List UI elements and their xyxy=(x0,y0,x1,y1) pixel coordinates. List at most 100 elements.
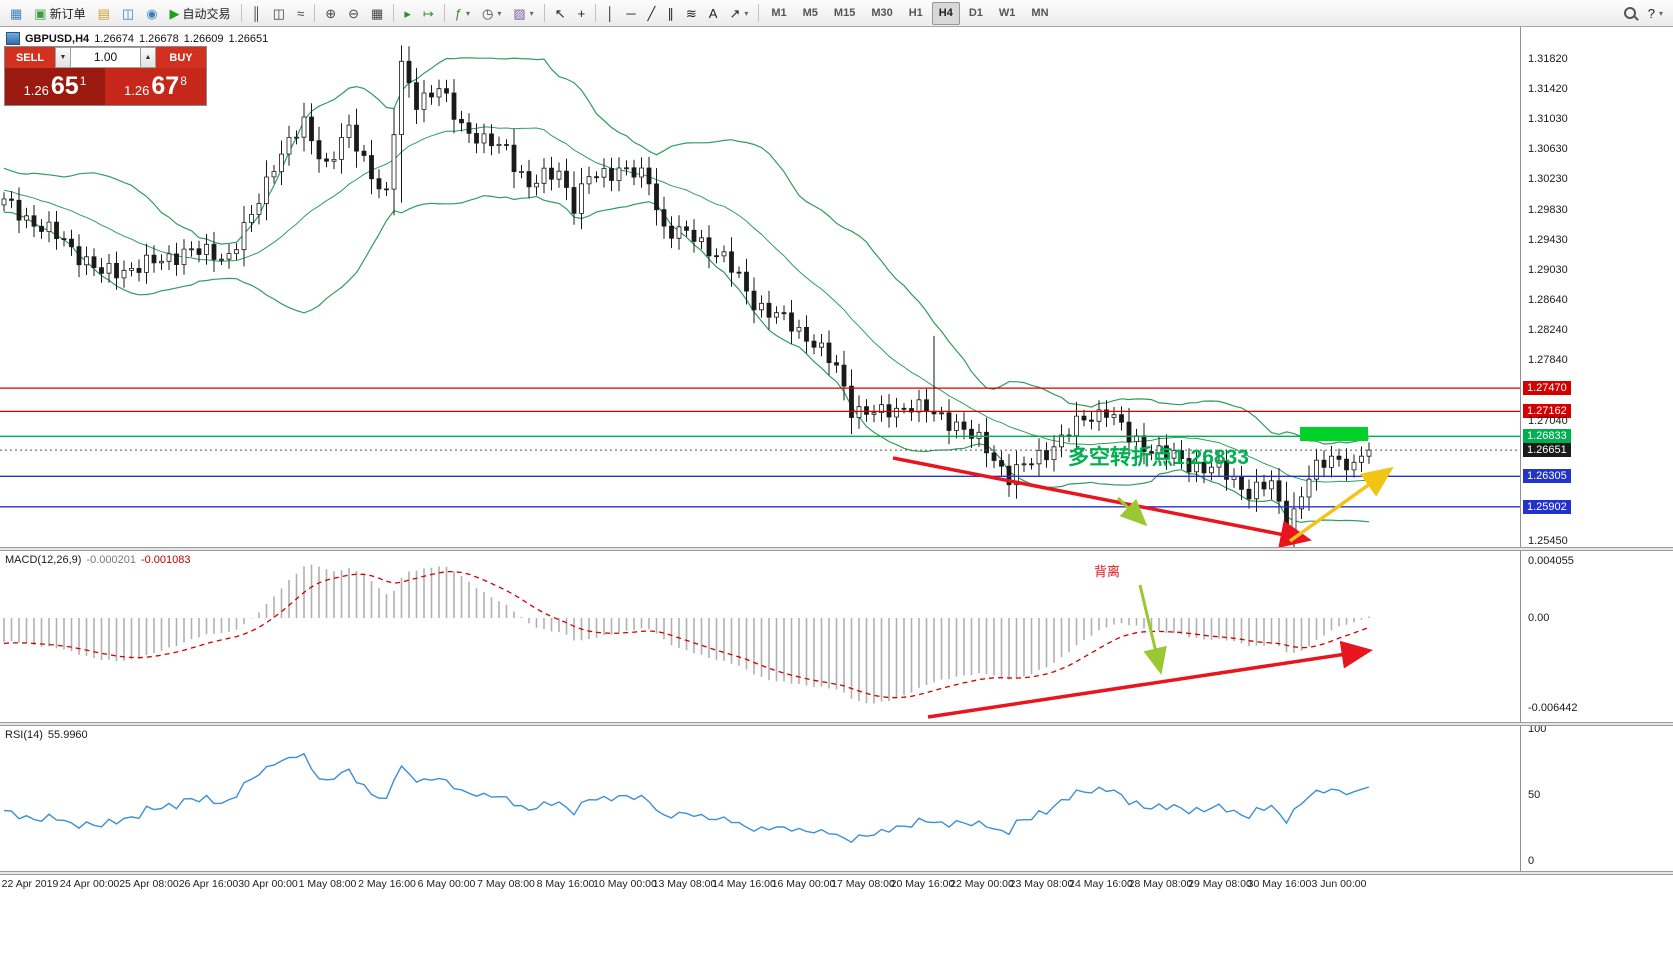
macd-axis-label: 0.00 xyxy=(1528,612,1550,624)
timeframe-w1[interactable]: W1 xyxy=(998,7,1016,19)
horizontal-line-icon[interactable]: ─ xyxy=(621,2,640,25)
new-order-button-label: 新订单 xyxy=(49,6,86,21)
trendline-icon: ╱ xyxy=(647,5,656,21)
rsi-label: RSI(14) xyxy=(5,729,43,741)
help-button[interactable]: ? ▾ xyxy=(1643,2,1668,25)
data-window-icon: ◉ xyxy=(146,5,158,21)
market-watch-icon[interactable]: ◫ xyxy=(117,2,139,25)
bollinger-middle xyxy=(3,126,1370,483)
price-axis-label: 1.27840 xyxy=(1528,354,1568,366)
pivot-annotation[interactable]: 多空转折点1.26833 xyxy=(1068,445,1249,469)
auto-trading-button: ▶ xyxy=(169,5,180,21)
timeframe-m30[interactable]: M30 xyxy=(871,7,893,19)
volume-increase-button[interactable]: ▲ xyxy=(140,47,156,68)
main-chart-panel[interactable]: 多空转折点1.26833 xyxy=(0,27,1520,547)
tile-windows-icon[interactable]: ▦ xyxy=(366,2,388,25)
timeframe-m5[interactable]: M5 xyxy=(802,7,818,19)
volume-input[interactable]: 1.00 xyxy=(71,47,140,68)
timeframe-m15[interactable]: M15 xyxy=(833,7,856,19)
volume-decrease-button[interactable]: ▼ xyxy=(55,47,71,68)
zoom-out-icon[interactable]: ⊖ xyxy=(343,2,364,25)
indicators-button[interactable]: ƒ ▾ xyxy=(450,2,475,25)
current-price-tag: 1.26651 xyxy=(1523,443,1571,457)
new-order-button[interactable]: ▣ 新订单 xyxy=(29,2,90,25)
divergence-arrow[interactable] xyxy=(1138,584,1167,675)
reversal-arrow[interactable] xyxy=(1288,466,1394,543)
macd-uptrend-line[interactable] xyxy=(927,640,1373,719)
timeframe-d1[interactable]: D1 xyxy=(968,7,983,19)
search-icon[interactable] xyxy=(1619,2,1641,25)
sell-price-small: 1.26 xyxy=(23,83,49,98)
timeframe-mn[interactable]: MN xyxy=(1031,7,1049,19)
downtrend-line[interactable] xyxy=(892,456,1312,547)
arrows-icon[interactable]: ↗ ▾ xyxy=(724,2,753,25)
buy-price-button[interactable]: 1.26 67 8 xyxy=(105,68,206,105)
main-chart-canvas[interactable]: 多空转折点1.26833 xyxy=(0,27,1520,547)
chart-shift-icon[interactable]: ↦ xyxy=(418,2,439,25)
toolbar-separator xyxy=(758,4,760,22)
sell-button[interactable]: SELL xyxy=(5,47,55,68)
highlight-rectangle[interactable] xyxy=(1300,427,1368,441)
fibonacci-icon[interactable]: ≋ xyxy=(681,2,702,25)
macd-axis-label: 0.004055 xyxy=(1528,555,1574,567)
time-scale[interactable]: 22 Apr 2019 24 Apr 00:00 25 Apr 08:00 26 Ap… xyxy=(0,875,1673,895)
zoom-out-icon: ⊖ xyxy=(348,5,360,21)
buy-price-sup: 8 xyxy=(180,73,187,88)
price-pointer-arrow[interactable] xyxy=(1116,496,1148,527)
vertical-line-icon[interactable]: │ xyxy=(601,2,619,25)
trendline-icon[interactable]: ╱ xyxy=(643,2,661,25)
time-axis-label: 2 May 16:00 xyxy=(358,878,416,890)
macd-header: MACD(12,26,9) -0.000201 -0.001083 xyxy=(5,554,191,566)
periods-button[interactable]: ◷ ▾ xyxy=(477,2,506,25)
buy-price-big: 67 xyxy=(151,72,180,100)
auto-scroll-icon[interactable]: ▸ xyxy=(399,2,416,25)
equidistant-channel-icon[interactable]: ∥ xyxy=(662,2,679,25)
candlestick-mode-icon[interactable]: ◫ xyxy=(268,2,290,25)
profiles-icon[interactable]: ▤ xyxy=(93,2,115,25)
price-scale[interactable]: 1.31820 1.31420 1.31030 1.30630 1.30230 1.298… xyxy=(1521,27,1673,875)
panel-divider[interactable] xyxy=(0,871,1673,875)
timeframe-h1[interactable]: H1 xyxy=(908,7,923,19)
rsi-panel[interactable] xyxy=(0,726,1520,871)
candlestick-mode-icon: ◫ xyxy=(272,5,286,21)
buy-button[interactable]: BUY xyxy=(156,47,206,68)
auto-trading-button[interactable]: ▶ 自动交易 xyxy=(165,2,236,25)
rsi-panel-canvas[interactable] xyxy=(0,726,1520,871)
new-order-button: ▣ xyxy=(34,5,47,21)
chevron-down-icon: ▾ xyxy=(529,8,534,18)
time-axis-label: 17 May 08:00 xyxy=(831,878,895,890)
price-axis-label: 1.31030 xyxy=(1528,113,1568,125)
timeframe-m1[interactable]: M1 xyxy=(771,7,787,19)
rsi-header: RSI(14) 55.9960 xyxy=(5,729,88,741)
divergence-annotation[interactable]: 背离 xyxy=(1094,564,1120,579)
toolbar-separator xyxy=(314,4,316,22)
data-window-icon[interactable]: ◉ xyxy=(141,2,162,25)
sell-price-button[interactable]: 1.26 65 1 xyxy=(5,68,105,105)
macd-signal-line xyxy=(3,570,1370,699)
zoom-in-icon[interactable]: ⊕ xyxy=(320,2,341,25)
indicators-button: ƒ xyxy=(454,5,462,21)
text-label-icon[interactable]: A xyxy=(704,2,723,25)
macd-panel[interactable]: 背离 xyxy=(0,551,1520,722)
auto-scroll-icon: ▸ xyxy=(404,5,411,21)
price-level-tag: 1.25902 xyxy=(1523,500,1571,514)
templates-button[interactable]: ▨ ▾ xyxy=(508,2,538,25)
time-axis-label: 22 Apr 2019 xyxy=(1,878,59,890)
time-axis-label: 24 May 16:00 xyxy=(1069,878,1133,890)
cursor-icon[interactable]: ↖ xyxy=(550,2,571,25)
time-axis-label: 7 May 08:00 xyxy=(477,878,535,890)
templates-button: ▨ xyxy=(513,5,526,21)
panel-divider[interactable] xyxy=(0,722,1673,726)
bar-chart-mode-icon[interactable]: ║ xyxy=(247,2,266,25)
bollinger-upper xyxy=(3,57,1370,445)
panel-divider[interactable] xyxy=(0,547,1673,551)
crosshair-icon[interactable]: + xyxy=(573,2,591,25)
macd-main-value: -0.000201 xyxy=(86,554,136,566)
low-value: 1.26609 xyxy=(183,32,224,45)
timeframe-h4[interactable]: H4 xyxy=(931,1,960,25)
price-axis-label: 1.29830 xyxy=(1528,204,1568,216)
price-axis-label: 1.27040 xyxy=(1528,415,1568,427)
line-chart-mode-icon[interactable]: ≈ xyxy=(292,2,309,25)
macd-panel-canvas[interactable]: 背离 xyxy=(0,551,1520,722)
chart-window-icon[interactable]: ▦ xyxy=(5,2,27,25)
